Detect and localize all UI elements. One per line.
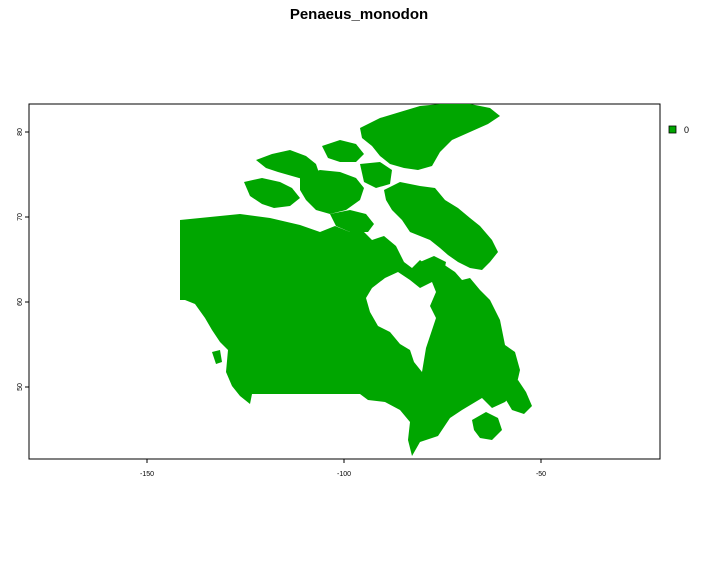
x-tick-label: -150 — [140, 471, 154, 478]
arctic-island-b — [244, 178, 300, 208]
x-tick-label: -50 — [536, 471, 546, 478]
arctic-island-f — [330, 210, 374, 232]
y-tick-label: 70 — [17, 213, 24, 221]
canada-raster — [180, 104, 532, 456]
alaska-border-strip — [180, 220, 186, 300]
vancouver-island — [212, 350, 222, 364]
y-tick-label: 80 — [17, 128, 24, 136]
y-tick-label: 60 — [17, 298, 24, 306]
arctic-island-a — [256, 150, 320, 180]
y-tick-label: 50 — [17, 383, 24, 391]
hudson-bay-water — [366, 272, 436, 372]
x-tick-label: -100 — [337, 471, 351, 478]
newfoundland — [506, 380, 532, 414]
arctic-island-e — [360, 162, 392, 188]
legend: 0 — [668, 125, 689, 135]
legend-label: 0 — [684, 125, 689, 135]
x-axis: -150 -100 -50 — [140, 459, 546, 478]
arctic-island-d — [322, 140, 364, 162]
y-axis: 50 60 70 80 — [17, 128, 29, 391]
legend-swatch — [668, 125, 677, 134]
southampton-island — [420, 256, 446, 274]
mainland-land — [180, 214, 520, 456]
map-title: Penaeus_monodon — [289, 6, 429, 23]
ellesmere-island — [360, 104, 500, 170]
baffin-island — [384, 182, 498, 270]
arctic-island-c — [300, 170, 364, 214]
nova-scotia — [472, 412, 502, 440]
